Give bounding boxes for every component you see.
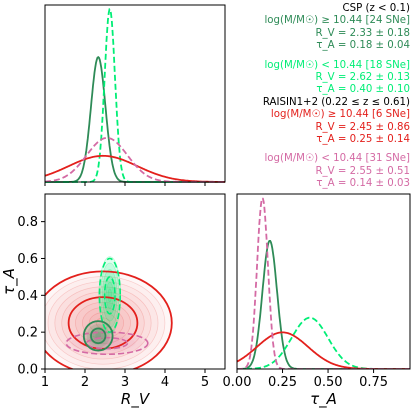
rv-marginal-curve	[44, 154, 226, 183]
tau-marginal-curves	[237, 196, 410, 369]
joint-y-tick-label: 0.6	[17, 252, 38, 267]
csp-high-level	[86, 324, 110, 348]
legend-entry: R_V = 2.45 ± 0.86	[315, 121, 410, 133]
legend-entry: log(M/M☉) < 10.44 [18 SNe]	[264, 59, 410, 71]
tau-marginal-frame	[236, 193, 411, 370]
joint-contours	[45, 256, 173, 369]
rv-marginal-curve	[45, 8, 225, 183]
joint-x-tick-label: 5	[201, 375, 209, 390]
joint-x-axis-label: R_V	[121, 390, 151, 409]
legend-entry: RAISIN1+2 (0.22 ≤ z ≤ 0.61)	[262, 96, 410, 108]
legend-entry: R_V = 2.33 ± 0.18	[315, 27, 410, 39]
tau-x-tick-label: 0.00	[223, 375, 252, 390]
joint-x-tick-label: 4	[161, 375, 169, 390]
joint-x-tick-label: 2	[81, 375, 89, 390]
legend-entry: log(M/M☉) < 10.44 [31 SNe]	[264, 153, 410, 165]
joint-y-axis-label: τ_A	[0, 268, 19, 295]
joint-x-tick-label: 1	[41, 375, 49, 390]
raisin-high-contour-2	[45, 270, 173, 369]
legend-gap	[205, 146, 410, 153]
legend-entry: log(M/M☉) ≥ 10.44 [24 SNe]	[264, 15, 410, 27]
tau-x-tick-label: 0.25	[268, 375, 297, 390]
raisin-high-level	[75, 301, 131, 344]
raisin-low-level	[64, 331, 150, 355]
tau-marginal-panel: 0.00 0.25 0.50 0.75 τ_A	[223, 193, 411, 409]
csp-low-level	[105, 282, 114, 309]
raisin-low-contour-1	[85, 336, 129, 350]
legend-entry: τ_A = 0.40 ± 0.10	[316, 84, 410, 96]
joint-x-tick-label: 3	[121, 375, 129, 390]
legend-gap	[205, 53, 410, 60]
tau-x-axis-label: τ_A	[310, 390, 337, 409]
legend-entry: τ_A = 0.18 ± 0.04	[316, 40, 410, 52]
legend-entry: log(M/M☉) ≥ 10.44 [6 SNe]	[270, 109, 410, 121]
rv-marginal-curve	[44, 136, 225, 183]
csp-low-level	[107, 288, 112, 303]
legend-entry: R_V = 2.62 ± 0.13	[315, 72, 410, 84]
rv-marginal-frame	[44, 4, 226, 183]
joint-y-tick-label: 0.0	[17, 363, 38, 378]
legend-entry: R_V = 2.55 ± 0.51	[315, 165, 410, 177]
tau-marginal-curve	[237, 196, 410, 369]
raisin-high-level	[54, 286, 152, 360]
rv-marginal-panel	[44, 4, 226, 186]
joint-frame	[44, 193, 226, 370]
raisin-high-contour-1	[67, 296, 139, 350]
legend-entry: CSP (z < 0.1)	[342, 3, 410, 14]
joint-panel: 1 2 3 4 5 0.0 0.2 0.4 0.6 0.8 R_V τ_A	[0, 193, 226, 409]
raisin-high-level	[45, 276, 166, 369]
rv-marginal-curve	[45, 55, 225, 183]
tau-x-tick-label: 0.50	[314, 375, 343, 390]
tau-marginal-curve	[237, 316, 410, 369]
tau-marginal-curve	[237, 239, 410, 369]
joint-y-tick-label: 0.4	[17, 289, 38, 304]
legend: CSP (z < 0.1) log(M/M☉) ≥ 10.44 [24 SNe] R…	[205, 3, 410, 191]
raisin-low-contour-2	[65, 331, 149, 356]
joint-y-tick-label: 0.2	[17, 326, 38, 341]
raisin-high-level	[82, 307, 124, 339]
csp-high-contour-2	[82, 320, 114, 352]
legend-entry: τ_A = 0.14 ± 0.03	[316, 178, 410, 190]
csp-high-contour-1	[90, 327, 107, 345]
tau-marginal-curve	[237, 331, 410, 369]
raisin-high-level	[47, 281, 159, 365]
csp-low-contour-2	[98, 257, 122, 333]
csp-low-contour-1	[103, 276, 116, 315]
joint-y-tick-label: 0.8	[17, 215, 38, 230]
raisin-low-level	[92, 339, 122, 348]
csp-high-level	[89, 327, 107, 345]
legend-entry: τ_A = 0.25 ± 0.14	[316, 134, 410, 146]
tau-x-tick-label: 0.75	[359, 375, 388, 390]
raisin-high-level	[95, 317, 111, 329]
